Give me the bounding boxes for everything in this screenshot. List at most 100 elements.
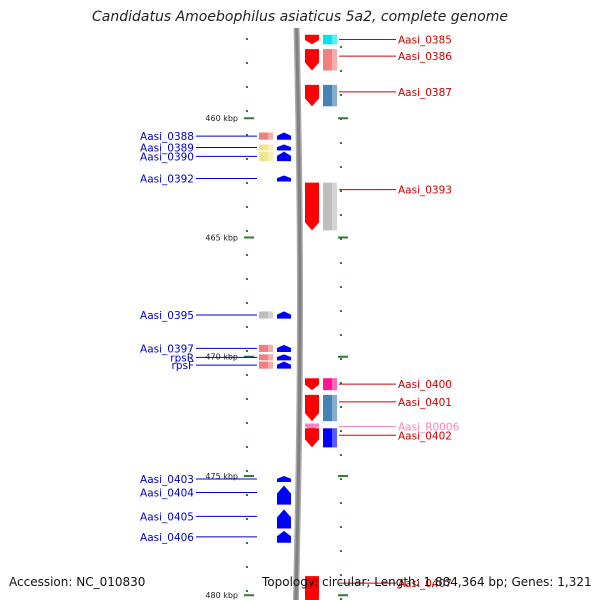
minor-tick — [246, 518, 248, 520]
cog-box — [259, 311, 273, 319]
gene-arrow — [305, 576, 319, 600]
cog-box-highlight — [268, 144, 273, 151]
minor-tick — [246, 422, 248, 424]
scale-tick — [244, 236, 254, 239]
gene-label: Aasi_0407 — [398, 578, 452, 590]
gene-arrow — [277, 151, 291, 162]
minor-tick — [246, 494, 248, 496]
cog-box — [323, 34, 337, 45]
minor-tick — [340, 214, 342, 216]
scale-tick-label: 475 kbp — [205, 472, 238, 481]
gene-arrow — [277, 311, 291, 319]
cog-box — [259, 361, 273, 369]
scale-tick — [244, 594, 254, 597]
cog-box-highlight — [332, 394, 337, 422]
minor-tick — [340, 262, 342, 264]
minor-tick — [340, 166, 342, 168]
minor-tick — [340, 502, 342, 504]
backbone — [294, 27, 302, 600]
minor-tick — [246, 350, 248, 352]
minor-tick — [340, 550, 342, 552]
gene-label: Aasi_0401 — [398, 397, 452, 409]
minor-tick — [340, 70, 342, 72]
cog-box — [259, 354, 273, 361]
gene-label: Aasi_0388 — [140, 131, 194, 143]
cog-box-highlight — [268, 311, 273, 319]
gene-arrow — [277, 509, 291, 529]
cog-box-highlight — [268, 132, 273, 140]
scale-tick — [244, 355, 254, 358]
cog-box-highlight — [332, 182, 337, 231]
gene-label: Aasi_0395 — [140, 310, 194, 322]
gene-label: Aasi_0392 — [140, 173, 194, 185]
minor-tick — [246, 566, 248, 568]
scale-tick — [338, 355, 348, 358]
cog-box — [323, 182, 337, 231]
cog-box — [259, 151, 273, 162]
scale-tick-label: 465 kbp — [205, 233, 238, 242]
minor-tick — [246, 278, 248, 280]
minor-tick — [340, 454, 342, 456]
scale-tick — [338, 117, 348, 120]
minor-tick — [246, 182, 248, 184]
minor-tick — [340, 310, 342, 312]
cog-box — [259, 344, 273, 352]
minor-tick — [246, 158, 248, 160]
gene-label: Aasi_0387 — [398, 87, 452, 99]
scale-tick — [338, 594, 348, 597]
minor-tick — [340, 574, 342, 576]
cog-box — [323, 428, 337, 448]
gene-arrow — [277, 175, 291, 182]
gene-label: rpsF — [172, 360, 195, 372]
gene-label: Aasi_0389 — [140, 142, 194, 154]
gene-arrow — [305, 182, 319, 231]
gene-arrow — [305, 394, 319, 422]
cog-box-highlight — [332, 428, 337, 448]
minor-tick — [246, 62, 248, 64]
gene-arrow — [305, 49, 319, 71]
minor-tick — [340, 94, 342, 96]
minor-tick — [246, 398, 248, 400]
minor-tick — [340, 238, 342, 240]
minor-tick — [340, 142, 342, 144]
gene-arrow — [277, 475, 291, 482]
cog-box-highlight — [332, 378, 337, 391]
gene-label: Aasi_0385 — [398, 35, 452, 47]
gene-arrow — [277, 144, 291, 151]
gene-arrow — [305, 84, 319, 107]
map-title: Candidatus Amoebophilus asiaticus 5a2, c… — [92, 9, 508, 25]
cog-box — [323, 49, 337, 71]
cog-box-highlight — [332, 84, 337, 107]
minor-tick — [246, 134, 248, 136]
gene-arrow — [305, 423, 319, 430]
cog-box — [259, 132, 273, 140]
cog-box-highlight — [268, 151, 273, 162]
gene-arrow — [277, 354, 291, 361]
scale-tick — [244, 117, 254, 120]
cog-box — [323, 378, 337, 391]
minor-tick — [340, 526, 342, 528]
gene-label: rpsR — [170, 352, 194, 364]
minor-tick — [246, 38, 248, 40]
minor-tick — [246, 230, 248, 232]
accession-text: Accession: NC_010830 — [9, 575, 146, 589]
minor-tick — [340, 358, 342, 360]
gene-arrow — [277, 132, 291, 140]
gene-arrow — [277, 344, 291, 352]
cog-box-highlight — [268, 361, 273, 369]
cog-box — [323, 84, 337, 107]
minor-tick — [246, 326, 248, 328]
scale-tick — [338, 236, 348, 239]
cog-box-highlight — [268, 344, 273, 352]
gene-arrow — [305, 378, 319, 391]
gene-arrow — [305, 428, 319, 448]
minor-tick — [340, 406, 342, 408]
minor-tick — [246, 590, 248, 592]
gene-arrow — [277, 530, 291, 543]
minor-tick — [246, 254, 248, 256]
gene-label: Aasi_0400 — [398, 379, 452, 391]
gene-label: Aasi_0404 — [140, 488, 194, 500]
minor-tick — [340, 286, 342, 288]
